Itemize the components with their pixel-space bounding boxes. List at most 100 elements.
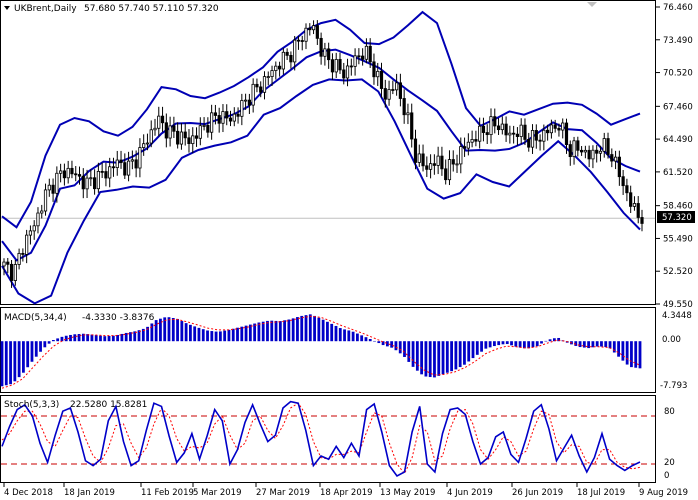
- candle: [232, 107, 236, 127]
- candle-body: [308, 27, 312, 31]
- candle: [330, 53, 335, 80]
- macd-histogram-bar: [287, 319, 291, 342]
- candle-body: [232, 113, 236, 122]
- macd-histogram-bar: [296, 317, 299, 342]
- date-tick-label: 13 May 2019: [380, 488, 435, 498]
- candle-body: [349, 65, 353, 68]
- stoch-main-line: [1, 400, 641, 478]
- macd-values: -4.3330 -3.8376: [82, 313, 155, 323]
- candle-body: [281, 51, 285, 70]
- candle-body: [432, 163, 436, 166]
- candle: [402, 89, 406, 124]
- candle: [410, 103, 414, 148]
- dropdown-arrow-icon[interactable]: [4, 6, 10, 10]
- date-tick-label: 18 Jul 2019: [577, 488, 625, 498]
- candle: [206, 117, 210, 138]
- macd-histogram-bar: [266, 320, 269, 342]
- candle: [387, 80, 391, 106]
- macd-histogram-bar: [428, 341, 432, 378]
- date-tick-label: 5 Mar 2019: [193, 488, 241, 498]
- candle-body: [636, 203, 640, 218]
- candle-body: [553, 124, 557, 129]
- candle: [255, 78, 259, 93]
- candle: [100, 162, 104, 178]
- candle-body: [51, 184, 55, 194]
- current-price-tag: 57.320: [657, 211, 695, 223]
- macd-histogram-bar: [338, 328, 342, 342]
- candle-body: [546, 129, 550, 134]
- candle: [334, 52, 338, 79]
- candle-body: [236, 113, 240, 117]
- candle: [138, 138, 142, 178]
- bollinger-upper-band: [1, 10, 641, 229]
- candle-body: [549, 124, 553, 134]
- price-tick-label: 52.520: [663, 267, 693, 277]
- candle: [462, 137, 467, 157]
- candle: [96, 162, 100, 193]
- macd-histogram-bar: [26, 341, 30, 368]
- candle: [259, 81, 263, 98]
- macd-histogram-bar: [621, 341, 625, 361]
- candle-body: [447, 159, 452, 181]
- candle-body: [36, 212, 40, 227]
- macd-histogram-bar: [176, 318, 179, 342]
- macd-histogram-bar: [454, 341, 458, 370]
- macd-histogram-bar: [240, 326, 244, 342]
- candle: [74, 166, 78, 182]
- candle-body: [591, 149, 595, 160]
- candle-body: [413, 138, 418, 163]
- candle: [542, 124, 546, 151]
- candle: [36, 207, 40, 234]
- candle: [613, 150, 618, 170]
- candle-body: [277, 65, 282, 70]
- macd-tick-bottom: -7.793: [660, 381, 687, 391]
- macd-histogram-bar: [343, 329, 346, 342]
- candle-body: [640, 217, 644, 224]
- macd-histogram-bar: [317, 317, 321, 342]
- candle: [629, 185, 633, 214]
- candle-body: [240, 100, 244, 117]
- candle: [632, 196, 637, 211]
- candle: [289, 51, 293, 69]
- candle: [432, 154, 436, 175]
- candle: [349, 58, 353, 76]
- macd-histogram-bar: [73, 334, 77, 342]
- macd-histogram-bar: [120, 333, 124, 342]
- macd-histogram-bar: [180, 321, 184, 342]
- candle: [62, 163, 67, 186]
- candle: [164, 113, 168, 148]
- candle: [602, 132, 606, 158]
- candle-body: [138, 147, 142, 169]
- candle: [285, 48, 289, 60]
- candle: [395, 73, 399, 96]
- candle-body: [179, 131, 184, 145]
- macd-histogram-bar: [347, 330, 351, 342]
- candle: [277, 61, 282, 77]
- candle: [553, 119, 557, 133]
- candle: [104, 162, 108, 187]
- candle: [210, 104, 214, 140]
- candle: [564, 118, 569, 154]
- candle: [308, 23, 312, 36]
- candle: [157, 106, 161, 137]
- candle-body: [225, 111, 229, 119]
- macd-histogram-bar: [133, 331, 137, 342]
- macd-histogram-bar: [283, 320, 287, 342]
- macd-histogram-bar: [480, 341, 483, 352]
- candle: [123, 153, 127, 179]
- candle: [59, 163, 63, 183]
- candle: [500, 116, 504, 135]
- price-tick-label: 58.460: [663, 202, 693, 212]
- candle: [478, 117, 482, 149]
- candle-body: [459, 146, 463, 165]
- date-tick-label: 4 Dec 2018: [4, 488, 53, 498]
- macd-histogram-bar: [4, 341, 8, 386]
- candle-body: [391, 89, 395, 91]
- candle-body: [47, 184, 51, 191]
- macd-histogram-bar: [94, 335, 98, 342]
- candle-body: [40, 210, 44, 214]
- candle: [376, 62, 380, 86]
- candle: [9, 260, 14, 288]
- candle-body: [361, 55, 365, 60]
- macd-histogram-bar: [330, 323, 334, 342]
